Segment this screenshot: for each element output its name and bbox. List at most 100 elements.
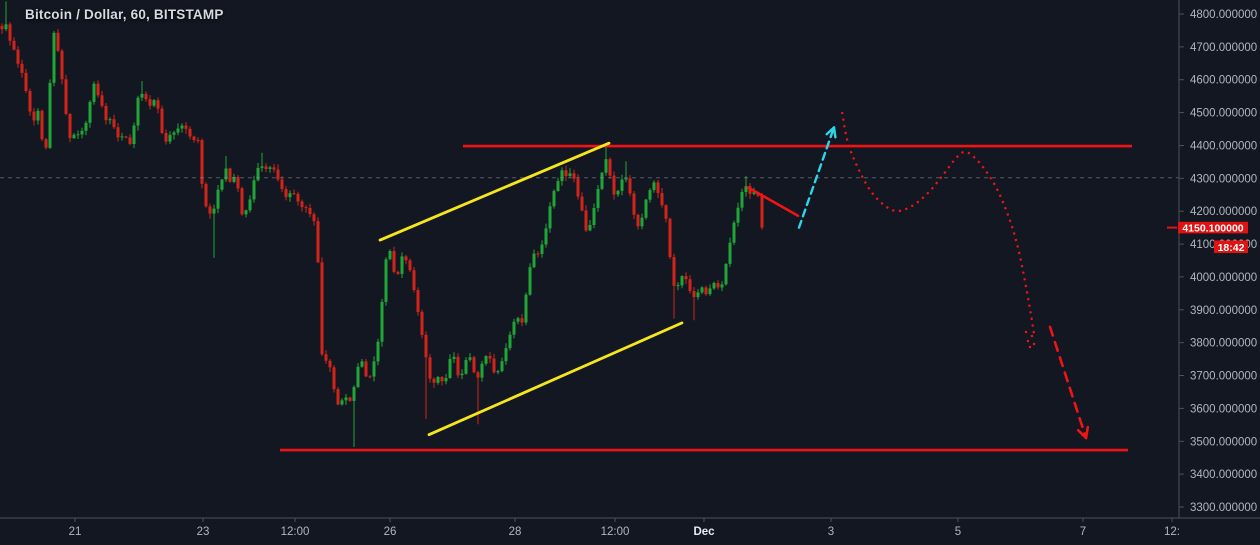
candle: [484, 355, 488, 366]
time-axis-label: 23: [197, 526, 210, 538]
candle: [660, 188, 664, 208]
candle: [200, 138, 204, 189]
candle: [668, 217, 672, 260]
candle: [524, 292, 528, 326]
candle: [288, 190, 292, 202]
candle: [100, 90, 104, 108]
time-axis-label: Dec: [693, 526, 715, 538]
candle: [476, 370, 480, 425]
candle: [724, 263, 728, 286]
candle: [208, 203, 212, 219]
candle: [620, 174, 624, 196]
price-axis-label: 4700.000000: [1190, 42, 1257, 54]
candle: [728, 237, 732, 267]
candle: [400, 252, 404, 278]
candle: [268, 165, 272, 173]
candle: [540, 240, 544, 258]
candle: [164, 129, 168, 145]
candle: [676, 282, 680, 291]
candle: [544, 223, 548, 248]
projection-curve[interactable]: [840, 111, 1036, 335]
countdown-badge: 18:42: [1214, 240, 1248, 254]
candle: [536, 251, 540, 258]
candle: [72, 133, 76, 139]
candle: [212, 204, 216, 258]
candle: [56, 29, 60, 52]
breakout-arrow[interactable]: [797, 126, 836, 229]
candle: [372, 356, 376, 382]
candle: [640, 213, 644, 230]
candle: [492, 354, 496, 374]
candle: [720, 281, 724, 292]
candle: [564, 165, 568, 182]
candle: [196, 137, 200, 144]
time-axis-label: 12:00: [281, 526, 310, 538]
candle: [604, 145, 608, 176]
candle: [520, 314, 524, 327]
candle: [408, 258, 412, 272]
candle: [44, 137, 48, 150]
price-axis[interactable]: 4800.000000 4700.000000 4600.000000 4500.00…: [1178, 0, 1257, 518]
candle: [312, 212, 316, 226]
candle: [516, 316, 520, 325]
drop-arrow[interactable]: [1048, 325, 1088, 440]
candle: [232, 173, 236, 184]
arrowhead: [1084, 425, 1090, 440]
projection-curve-dot: [1028, 345, 1032, 349]
candle: [28, 88, 32, 116]
chart-legend-title[interactable]: Bitcoin / Dollar, 60, BITSTAMP: [25, 7, 224, 22]
candle: [712, 281, 716, 290]
candle: [108, 117, 112, 125]
candle: [504, 343, 508, 365]
candle: [172, 130, 176, 140]
price-axis-label: 3700.000000: [1190, 371, 1257, 383]
candle: [12, 37, 16, 51]
projection-curve-dot: [1032, 342, 1036, 346]
candle: [644, 198, 648, 220]
candle: [280, 176, 284, 193]
candle: [96, 80, 100, 98]
candle: [256, 162, 260, 182]
time-axis-label: 3: [828, 526, 834, 538]
trend-channel-lower[interactable]: [427, 321, 684, 437]
candle: [120, 132, 124, 141]
candle: [448, 354, 452, 379]
time-axis[interactable]: 21 23 12:00 26 28 12:00 Dec 3 5 7 12:: [0, 517, 1260, 538]
candle: [40, 109, 44, 142]
candle: [296, 191, 300, 206]
time-axis-label: 28: [509, 526, 522, 538]
candle: [8, 22, 12, 46]
candle: [552, 189, 556, 209]
candle: [648, 188, 652, 203]
candle: [36, 108, 40, 125]
candle: [636, 213, 640, 230]
trend-channel-upper[interactable]: [378, 141, 611, 242]
candle: [148, 95, 152, 110]
candle: [392, 246, 396, 274]
price-axis-label: 4800.000000: [1190, 9, 1257, 21]
time-axis-label: 12:: [1164, 526, 1180, 538]
candle: [608, 157, 612, 179]
sell-trendline[interactable]: [746, 186, 800, 218]
candle: [144, 91, 148, 102]
candle: [136, 95, 140, 131]
candle: [124, 135, 128, 139]
candle: [656, 180, 660, 199]
candle: [684, 272, 688, 285]
candle: [452, 352, 456, 363]
price-axis-label: 4200.000000: [1190, 206, 1257, 218]
candle: [168, 131, 172, 145]
candle: [88, 100, 92, 128]
candle: [444, 373, 448, 385]
candle: [700, 286, 704, 295]
candle: [24, 68, 28, 93]
candle: [260, 152, 264, 172]
candle: [744, 176, 748, 197]
candle: [204, 182, 208, 208]
candle: [652, 180, 656, 193]
candle: [104, 102, 108, 125]
candle: [624, 161, 628, 183]
